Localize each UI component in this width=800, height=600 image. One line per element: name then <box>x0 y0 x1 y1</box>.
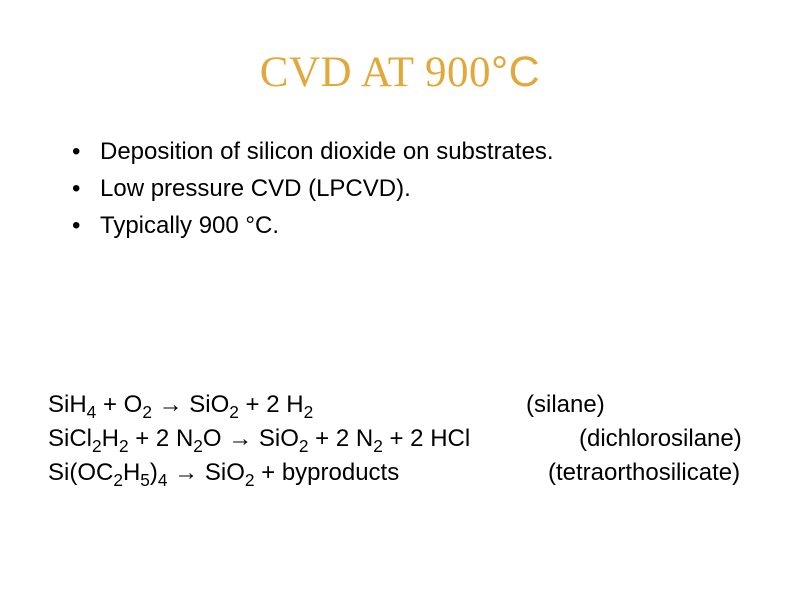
equation-row: SiCl2H2 + 2 N2O → SiO2 + 2 N2 + 2 HCl(di… <box>48 422 470 456</box>
equation-label: (dichlorosilane) <box>579 422 742 456</box>
bullet-list: Deposition of silicon dioxide on substra… <box>72 133 800 245</box>
equation-formula: SiH4 + O2 → SiO2 + 2 H2 <box>48 388 313 422</box>
bullet-item: Typically 900 °C. <box>72 207 800 244</box>
slide: CVD AT 900°С Deposition of silicon dioxi… <box>0 48 800 600</box>
title-degree: °С <box>491 48 540 96</box>
equation-row: SiH4 + O2 → SiO2 + 2 H2(silane) <box>48 388 470 422</box>
equation-formula: SiCl2H2 + 2 N2O → SiO2 + 2 N2 + 2 HCl <box>48 422 470 456</box>
equation-block: SiH4 + O2 → SiO2 + 2 H2(silane) SiCl2H2 … <box>48 388 470 490</box>
equation-label: (silane) <box>526 388 605 422</box>
equation-formula: Si(OC2H5)4 → SiO2 + byproducts <box>48 456 399 490</box>
title-main: CVD AT 900 <box>260 49 491 96</box>
equation-row: Si(OC2H5)4 → SiO2 + byproducts(tetraorth… <box>48 456 470 490</box>
slide-title: CVD AT 900°С <box>0 48 800 97</box>
equation-label: (tetraorthosilicate) <box>548 456 740 490</box>
bullet-item: Low pressure CVD (LPCVD). <box>72 170 800 207</box>
bullet-item: Deposition of silicon dioxide on substra… <box>72 133 800 170</box>
